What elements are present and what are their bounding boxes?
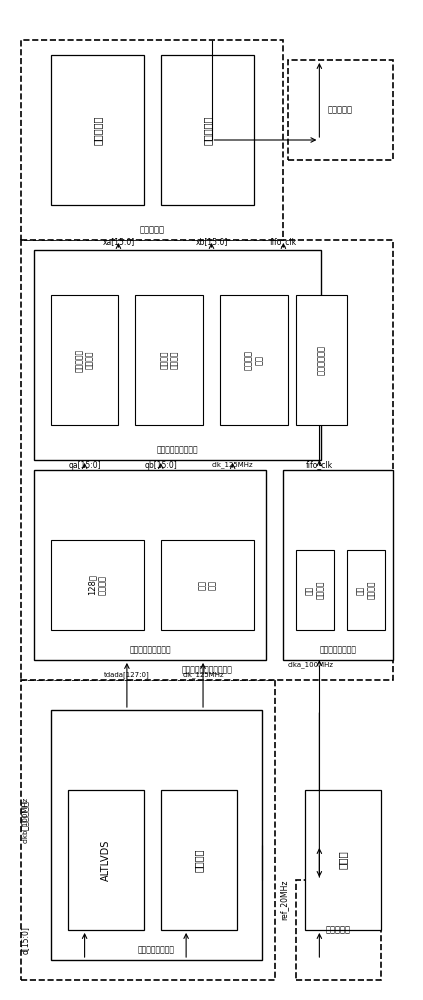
Text: 回线参考图: 回线参考图	[202, 115, 212, 145]
Bar	[296, 880, 381, 980]
Text: qa[15:0]: qa[15:0]	[68, 460, 101, 470]
Text: 采样点有效
压缩选择: 采样点有效 压缩选择	[75, 348, 94, 372]
Bar	[347, 550, 385, 630]
Bar	[34, 250, 321, 460]
Bar	[305, 790, 381, 930]
Bar	[288, 60, 393, 160]
Bar	[161, 55, 254, 205]
Text: xb[15:0]: xb[15:0]	[195, 237, 228, 246]
Text: 像素点生成: 像素点生成	[140, 226, 165, 234]
Bar	[51, 540, 144, 630]
Bar	[68, 790, 144, 930]
Text: qb[15:0]: qb[15:0]	[144, 460, 177, 470]
Bar	[161, 790, 237, 930]
Text: 像素点存储: 像素点存储	[328, 105, 353, 114]
Bar	[135, 295, 203, 425]
Bar	[296, 295, 347, 425]
Text: 采样点同步压缩模块: 采样点同步压缩模块	[129, 646, 171, 654]
Bar	[296, 550, 334, 630]
Text: 采样点存储: 采样点存储	[326, 926, 351, 934]
Bar	[51, 55, 144, 205]
Text: 采样点与像素点转换模块: 采样点与像素点转换模块	[182, 666, 233, 674]
Text: clk_125MHz: clk_125MHz	[212, 462, 253, 468]
Bar	[220, 295, 288, 425]
Text: 回线参数表: 回线参数表	[92, 115, 102, 145]
Text: 串并转换: 串并转换	[194, 848, 204, 872]
Text: 复位信号产生: 复位信号产生	[317, 345, 326, 375]
Bar	[21, 40, 283, 240]
Text: 时序等效
压缩采样: 时序等效 压缩采样	[159, 351, 179, 369]
Text: xa[15:0]: xa[15:0]	[102, 237, 135, 246]
Text: 锁相环: 锁相环	[338, 851, 348, 869]
Text: d[15:0]: d[15:0]	[21, 926, 30, 954]
Text: clkb_100MHz: clkb_100MHz	[22, 797, 29, 843]
Text: 128路
数据重组: 128路 数据重组	[88, 575, 107, 595]
Text: ref_20MHz: ref_20MHz	[279, 880, 288, 920]
Bar	[51, 295, 118, 425]
Text: 采样点等效压缩模块: 采样点等效压缩模块	[157, 446, 198, 454]
Text: ALTLVDS: ALTLVDS	[101, 839, 111, 881]
Bar	[21, 240, 393, 680]
Text: tdada[127:0]: tdada[127:0]	[104, 672, 150, 678]
Text: fifo_clk: fifo_clk	[270, 237, 297, 246]
Text: 加权平均
处理: 加权平均 处理	[244, 350, 264, 370]
Bar	[161, 540, 254, 630]
Text: 时钟
选择输出: 时钟 选择输出	[305, 581, 325, 599]
Text: 数据采集模块: 数据采集模块	[21, 800, 30, 830]
Text: fifo_clk: fifo_clk	[306, 460, 333, 470]
Text: 高速数据采集模块: 高速数据采集模块	[138, 946, 175, 954]
Bar	[51, 710, 262, 960]
Bar	[283, 470, 393, 660]
Text: 等效时钟产生模块: 等效时钟产生模块	[320, 646, 357, 654]
Text: 时钟
分频计算: 时钟 分频计算	[356, 581, 376, 599]
Bar	[21, 680, 275, 980]
Text: clka_100MHz: clka_100MHz	[288, 662, 334, 668]
Text: clk_125MHz: clk_125MHz	[182, 672, 224, 678]
Text: 同步
压缩: 同步 压缩	[198, 580, 217, 590]
Bar	[34, 470, 266, 660]
